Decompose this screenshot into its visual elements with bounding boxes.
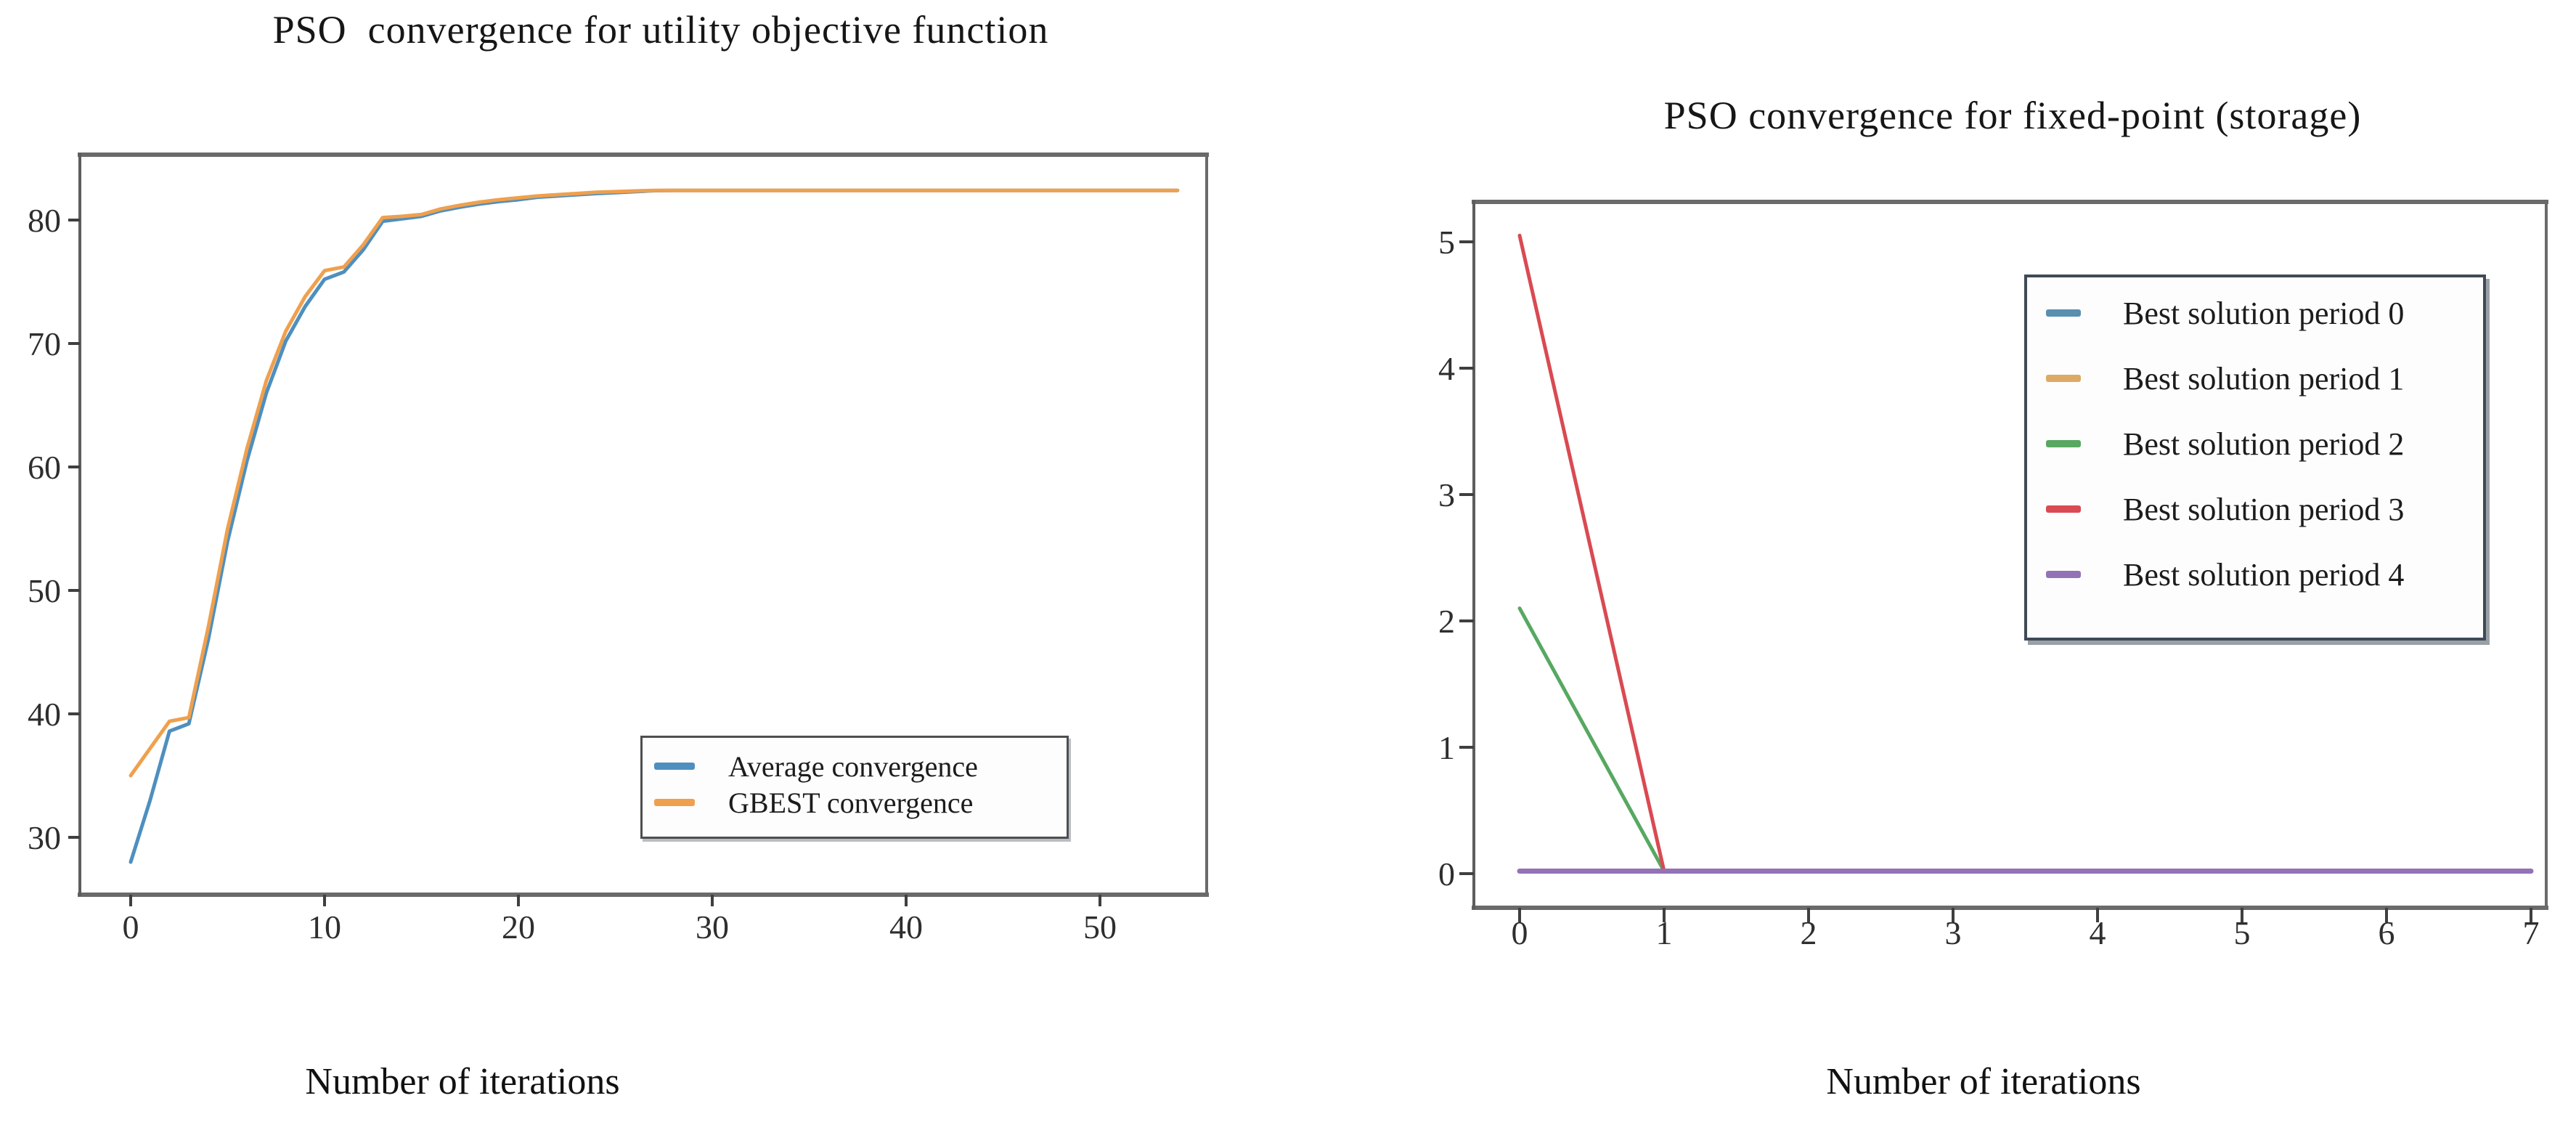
- legend-label: Average convergence: [728, 749, 978, 783]
- right-chart-title: PSO convergence for fixed-point (storage…: [1663, 94, 2362, 137]
- x-tick-label: 20: [502, 909, 535, 946]
- legend-item: Best solution period 3: [2027, 476, 2483, 542]
- legend-item: Best solution period 0: [2027, 280, 2483, 346]
- x-tick-label: 40: [889, 909, 923, 946]
- right-x-axis-label: Number of iterations: [1826, 1061, 2141, 1102]
- legend-label: Best solution period 1: [2123, 360, 2405, 397]
- y-tick-label: 50: [28, 572, 61, 609]
- y-tick-label: 0: [1438, 855, 1455, 893]
- legend-swatch: [654, 799, 695, 806]
- x-tick-label: 50: [1083, 909, 1117, 946]
- series-line-best-solution-period-2: [1517, 606, 2533, 874]
- x-tick-label: 4: [2090, 914, 2106, 951]
- legend-swatch: [2046, 375, 2081, 382]
- legend-label: Best solution period 0: [2123, 295, 2405, 331]
- x-tick-label: 5: [2234, 914, 2251, 951]
- legend-item: Best solution period 4: [2027, 542, 2483, 607]
- left-chart-title: PSO convergence for utility objective fu…: [272, 8, 1049, 52]
- legend-label: Best solution period 2: [2123, 426, 2405, 462]
- y-tick-label: 1: [1438, 729, 1455, 766]
- y-tick-label: 60: [28, 449, 61, 486]
- y-tick-label: 2: [1438, 603, 1455, 640]
- x-tick-label: 7: [2523, 914, 2540, 951]
- y-tick-label: 3: [1438, 476, 1455, 513]
- legend-item: Best solution period 1: [2027, 346, 2483, 411]
- legend-item: Best solution period 2: [2027, 411, 2483, 476]
- x-tick-label: 1: [1656, 914, 1673, 951]
- x-tick-label: 2: [1801, 914, 1817, 951]
- legend-item: Average convergence: [643, 748, 1067, 784]
- x-tick-label: 0: [123, 909, 139, 946]
- y-tick-label: 70: [28, 325, 61, 362]
- legend-swatch: [2046, 505, 2081, 513]
- x-tick-label: 0: [1512, 914, 1528, 951]
- x-tick-label: 3: [1945, 914, 1962, 951]
- x-tick-label: 30: [696, 909, 729, 946]
- legend-swatch: [2046, 309, 2081, 317]
- series-line-gbest-convergence: [129, 188, 1180, 778]
- x-tick-label: 10: [308, 909, 341, 946]
- y-tick-label: 5: [1438, 224, 1455, 261]
- y-tick-label: 4: [1438, 350, 1455, 387]
- left-chart-legend: Average convergence GBEST convergence: [640, 736, 1069, 839]
- left-x-axis-label: Number of iterations: [305, 1061, 620, 1102]
- legend-swatch: [2046, 440, 2081, 447]
- y-tick-label: 80: [28, 202, 61, 239]
- x-tick-label: 6: [2379, 914, 2395, 951]
- y-tick-label: 40: [28, 696, 61, 733]
- right-chart-legend: Best solution period 0 Best solution peri…: [2024, 275, 2486, 641]
- legend-label: GBEST convergence: [728, 786, 974, 819]
- legend-swatch: [654, 763, 695, 770]
- legend-item: GBEST convergence: [643, 784, 1067, 821]
- legend-swatch: [2046, 571, 2081, 578]
- y-tick-label: 30: [28, 819, 61, 856]
- legend-label: Best solution period 3: [2123, 491, 2405, 527]
- legend-label: Best solution period 4: [2123, 556, 2405, 593]
